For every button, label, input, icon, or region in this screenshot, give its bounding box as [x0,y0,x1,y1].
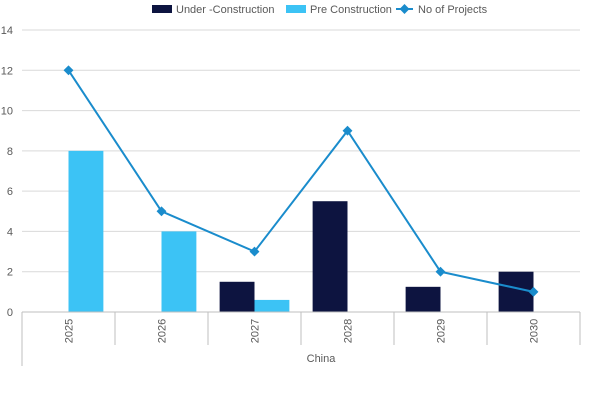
bar [68,150,104,312]
y-tick-label: 10 [1,106,13,118]
x-tick-label: 2028 [343,319,355,343]
legend-label: Pre Construction [310,4,392,16]
legend-label: Under -Construction [176,4,274,16]
y-tick-label: 14 [1,25,13,37]
bar [405,286,441,312]
legend-swatch [286,5,306,13]
y-tick-label: 4 [7,226,13,238]
bar [254,299,290,312]
legend-swatch [152,5,172,13]
legend-label: No of Projects [418,4,488,16]
data-point [63,65,74,76]
x-axis: 2025 2026 2027 2028 2029 2030 China [21,311,581,366]
x-tick-label: 2029 [436,319,448,343]
data-point [249,246,260,257]
grid [22,29,580,313]
bar [161,231,197,312]
line-series [63,65,539,297]
legend-marker [399,4,410,14]
group-label: China [307,353,337,365]
data-point [156,206,167,217]
y-tick-label: 12 [1,65,13,77]
x-tick-label: 2025 [64,319,76,343]
bar [312,201,348,312]
data-point [435,266,446,277]
legend: Under -Construction Pre Construction No of… [152,4,488,16]
data-point [528,286,539,297]
x-tick-label: 2026 [157,319,169,343]
bars [68,150,534,312]
y-axis: 0 2 4 6 8 10 12 14 [1,25,13,319]
y-tick-label: 6 [7,186,13,198]
data-point [342,125,353,136]
y-tick-label: 2 [7,267,13,279]
x-tick-label: 2027 [250,319,262,343]
y-tick-label: 8 [7,146,13,158]
x-tick-label: 2030 [529,319,541,343]
bar [498,271,534,312]
bar [219,281,255,312]
series-line [67,69,534,293]
y-tick-label: 0 [7,307,13,319]
